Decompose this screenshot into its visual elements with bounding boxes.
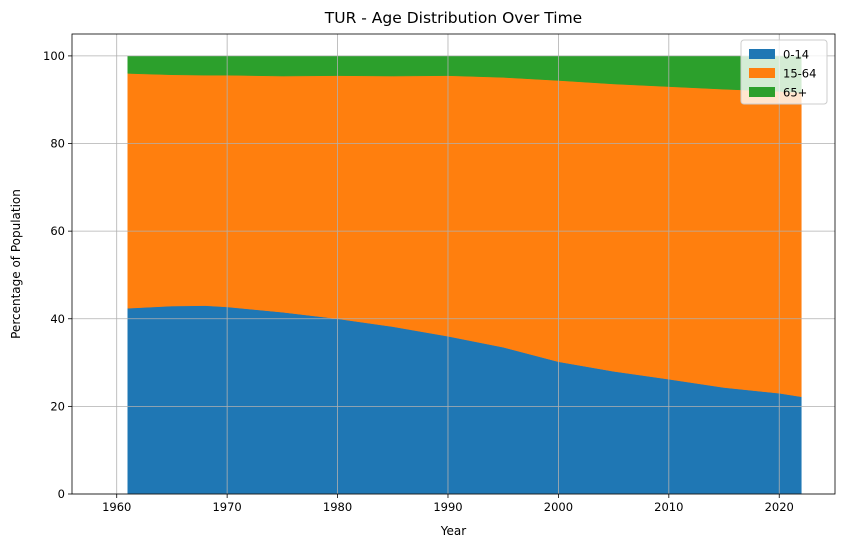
- y-tick-label: 0: [58, 487, 65, 501]
- y-tick-label: 100: [43, 49, 65, 63]
- y-axis-label: Percentage of Population: [9, 189, 23, 339]
- x-tick-label: 1970: [212, 500, 241, 514]
- y-tick-label: 60: [50, 224, 65, 238]
- y-tick-label: 80: [50, 137, 65, 151]
- legend-label: 0-14: [783, 48, 809, 62]
- legend-swatch: [749, 68, 775, 78]
- x-tick-label: 2020: [765, 500, 794, 514]
- areas-layer: [127, 55, 802, 495]
- y-tick-label: 20: [50, 399, 65, 413]
- chart-title: TUR - Age Distribution Over Time: [324, 9, 582, 27]
- ticks-layer: 1960 1970 1980 1990 2000 2010 2020 0 20 40 60 80 100: [43, 49, 794, 514]
- y-tick-label: 40: [50, 312, 65, 326]
- x-tick-label: 2010: [654, 500, 683, 514]
- legend-label: 65+: [783, 86, 807, 100]
- plot-frame: [71, 33, 836, 495]
- x-tick-label: 1960: [102, 500, 131, 514]
- x-tick-label: 1980: [323, 500, 352, 514]
- x-tick-label: 1990: [433, 500, 462, 514]
- legend-swatch: [749, 87, 775, 97]
- legend-swatch: [749, 49, 775, 59]
- x-tick-label: 2000: [544, 500, 573, 514]
- legend: 0-14 15-64 65+: [740, 39, 828, 105]
- legend-label: 15-64: [783, 67, 816, 81]
- x-axis-label: Year: [440, 524, 466, 538]
